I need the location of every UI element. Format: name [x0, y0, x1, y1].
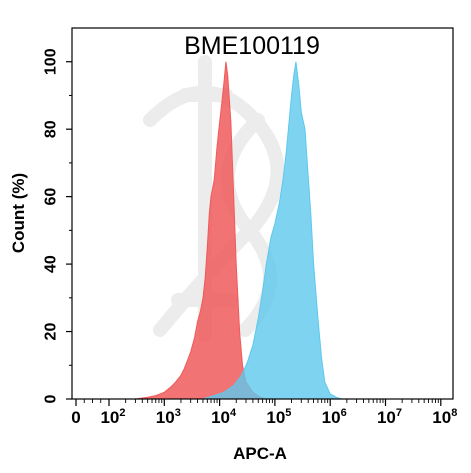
x-tick-label: 104	[211, 407, 237, 427]
x-tick-label: 106	[322, 407, 347, 427]
y-axis-label: Count (%)	[9, 173, 28, 253]
histogram-series-2	[202, 61, 342, 400]
x-tick-label: 105	[266, 407, 291, 427]
y-axis-ticks: 0 20 40 60 80 100	[43, 48, 72, 403]
x-tick-label: 108	[432, 407, 457, 427]
x-tick-label: 107	[377, 407, 402, 427]
chart-title: BME100119	[184, 32, 320, 60]
y-tick-label: 20	[43, 323, 60, 341]
y-tick-label: 40	[43, 255, 60, 273]
y-tick-label: 80	[43, 120, 60, 138]
x-axis-ticks: 0 102 103 104 105 106 107 108	[71, 399, 457, 427]
y-tick-label: 60	[43, 188, 60, 206]
y-tick-label: 0	[43, 394, 60, 403]
x-axis-label: APC-A	[233, 444, 287, 463]
series-layer	[135, 61, 342, 400]
x-tick-label: 0	[71, 408, 80, 427]
x-tick-label: 103	[156, 407, 181, 427]
x-tick-label: 102	[100, 407, 125, 427]
histogram-series-1	[135, 61, 267, 400]
y-tick-label: 100	[43, 48, 60, 75]
